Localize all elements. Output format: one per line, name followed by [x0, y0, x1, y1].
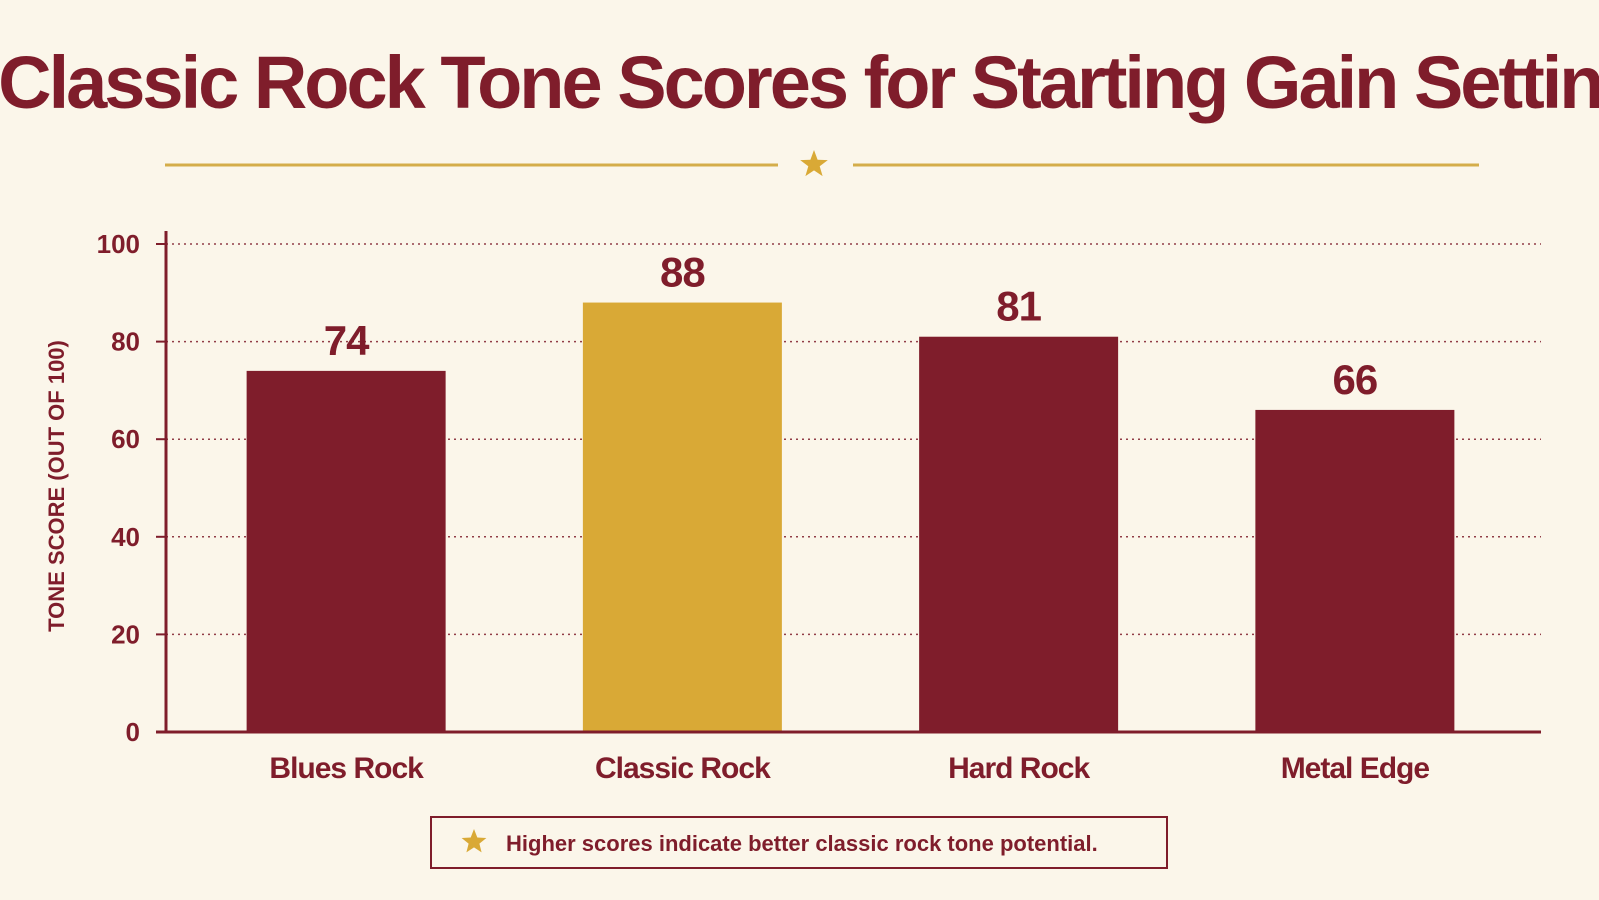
- y-tick-label: 40: [111, 522, 140, 552]
- data-label: 81: [996, 283, 1041, 330]
- chart-title: Classic Rock Tone Scores for Starting Ga…: [0, 41, 1599, 124]
- y-tick-label: 100: [97, 229, 140, 259]
- y-tick-label: 0: [126, 717, 140, 747]
- star-icon: [800, 150, 828, 177]
- note-box-border: [430, 816, 1168, 869]
- x-tick-label: Metal Edge: [1281, 752, 1430, 785]
- y-tick-label: 80: [111, 327, 140, 357]
- bar-classic-rock: [582, 302, 782, 732]
- bar-metal-edge: [1255, 409, 1455, 732]
- title-divider: [165, 150, 1479, 177]
- data-label: 66: [1333, 356, 1378, 403]
- bars: [246, 302, 1455, 732]
- data-label: 88: [660, 249, 705, 296]
- x-tick-label: Classic Rock: [595, 752, 771, 785]
- bar-hard-rock: [919, 336, 1119, 732]
- y-tick-labels: 0 20 40 60 80 100: [97, 229, 166, 747]
- data-labels: 74 88 81 66: [324, 249, 1378, 403]
- x-tick-label: Hard Rock: [948, 752, 1090, 785]
- y-tick-label: 20: [111, 619, 140, 649]
- note-box: Higher scores indicate better classic ro…: [430, 816, 1168, 869]
- bar-blues-rock: [246, 370, 446, 732]
- note-text: Higher scores indicate better classic ro…: [506, 831, 1098, 856]
- y-tick-label: 60: [111, 424, 140, 454]
- star-icon: [461, 829, 487, 853]
- data-label: 74: [324, 317, 370, 364]
- x-tick-label: Blues Rock: [269, 752, 424, 785]
- y-axis-label: TONE SCORE (OUT OF 100): [44, 340, 69, 632]
- x-tick-labels: Blues Rock Classic Rock Hard Rock Metal Edg…: [269, 752, 1430, 785]
